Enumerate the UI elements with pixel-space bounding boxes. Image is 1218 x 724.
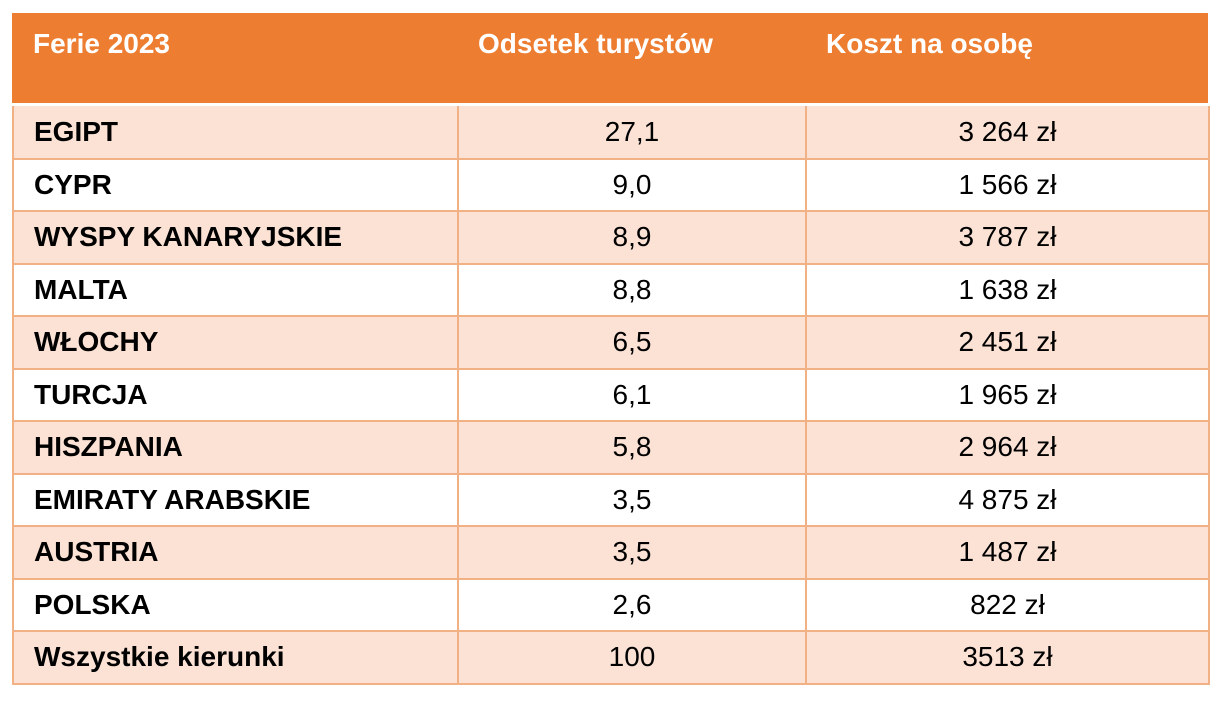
cost-cell: 1 638 zł xyxy=(805,262,1210,317)
percent-cell: 3,5 xyxy=(457,472,807,527)
cost-cell: 2 964 zł xyxy=(805,420,1210,475)
percent-cell: 100 xyxy=(457,630,807,685)
destination-cell: CYPR xyxy=(12,157,459,212)
table-body: EGIPT 27,1 3 264 zł CYPR 9,0 1 566 zł WYSPY KA… xyxy=(12,106,1210,685)
destination-cell: AUSTRIA xyxy=(12,525,459,580)
ferie-2023-table: Ferie 2023 Odsetek turystów Koszt na oso… xyxy=(12,13,1210,685)
table-row: HISZPANIA 5,8 2 964 zł xyxy=(12,420,1210,475)
destination-cell: POLSKA xyxy=(12,577,459,632)
percent-cell: 8,9 xyxy=(457,210,807,265)
percent-cell: 9,0 xyxy=(457,157,807,212)
destination-cell: EMIRATY ARABSKIE xyxy=(12,472,459,527)
table-header-row: Ferie 2023 Odsetek turystów Koszt na oso… xyxy=(12,13,1208,103)
destination-cell: EGIPT xyxy=(12,106,459,160)
table-row: Wszystkie kierunki 100 3513 zł xyxy=(12,630,1210,685)
percent-cell: 6,5 xyxy=(457,315,807,370)
percent-cell: 27,1 xyxy=(457,106,807,160)
cost-cell: 822 zł xyxy=(805,577,1210,632)
percent-cell: 6,1 xyxy=(457,367,807,422)
table-row: EMIRATY ARABSKIE 3,5 4 875 zł xyxy=(12,472,1210,527)
header-cell-title: Ferie 2023 xyxy=(33,28,170,59)
header-cell-cost: Koszt na osobę xyxy=(826,28,1033,59)
cost-cell: 1 566 zł xyxy=(805,157,1210,212)
cost-cell: 3 787 zł xyxy=(805,210,1210,265)
destination-cell: MALTA xyxy=(12,262,459,317)
table-row: EGIPT 27,1 3 264 zł xyxy=(12,106,1210,160)
destination-cell: HISZPANIA xyxy=(12,420,459,475)
destination-cell: WYSPY KANARYJSKIE xyxy=(12,210,459,265)
table-row: TURCJA 6,1 1 965 zł xyxy=(12,367,1210,422)
table-row: WYSPY KANARYJSKIE 8,9 3 787 zł xyxy=(12,210,1210,265)
cost-cell: 2 451 zł xyxy=(805,315,1210,370)
table-rows: EGIPT 27,1 3 264 zł CYPR 9,0 1 566 zł WYSPY KA… xyxy=(12,106,1210,685)
percent-cell: 2,6 xyxy=(457,577,807,632)
header-cell-percent: Odsetek turystów xyxy=(478,28,713,59)
cost-cell: 3513 zł xyxy=(805,630,1210,685)
table-row: WŁOCHY 6,5 2 451 zł xyxy=(12,315,1210,370)
table-row: AUSTRIA 3,5 1 487 zł xyxy=(12,525,1210,580)
table-row: POLSKA 2,6 822 zł xyxy=(12,577,1210,632)
cost-cell: 4 875 zł xyxy=(805,472,1210,527)
destination-cell: Wszystkie kierunki xyxy=(12,630,459,685)
cost-cell: 1 965 zł xyxy=(805,367,1210,422)
table-row: MALTA 8,8 1 638 zł xyxy=(12,262,1210,317)
table-row: CYPR 9,0 1 566 zł xyxy=(12,157,1210,212)
cost-cell: 1 487 zł xyxy=(805,525,1210,580)
cost-cell: 3 264 zł xyxy=(805,106,1210,160)
percent-cell: 3,5 xyxy=(457,525,807,580)
percent-cell: 5,8 xyxy=(457,420,807,475)
destination-cell: TURCJA xyxy=(12,367,459,422)
percent-cell: 8,8 xyxy=(457,262,807,317)
destination-cell: WŁOCHY xyxy=(12,315,459,370)
